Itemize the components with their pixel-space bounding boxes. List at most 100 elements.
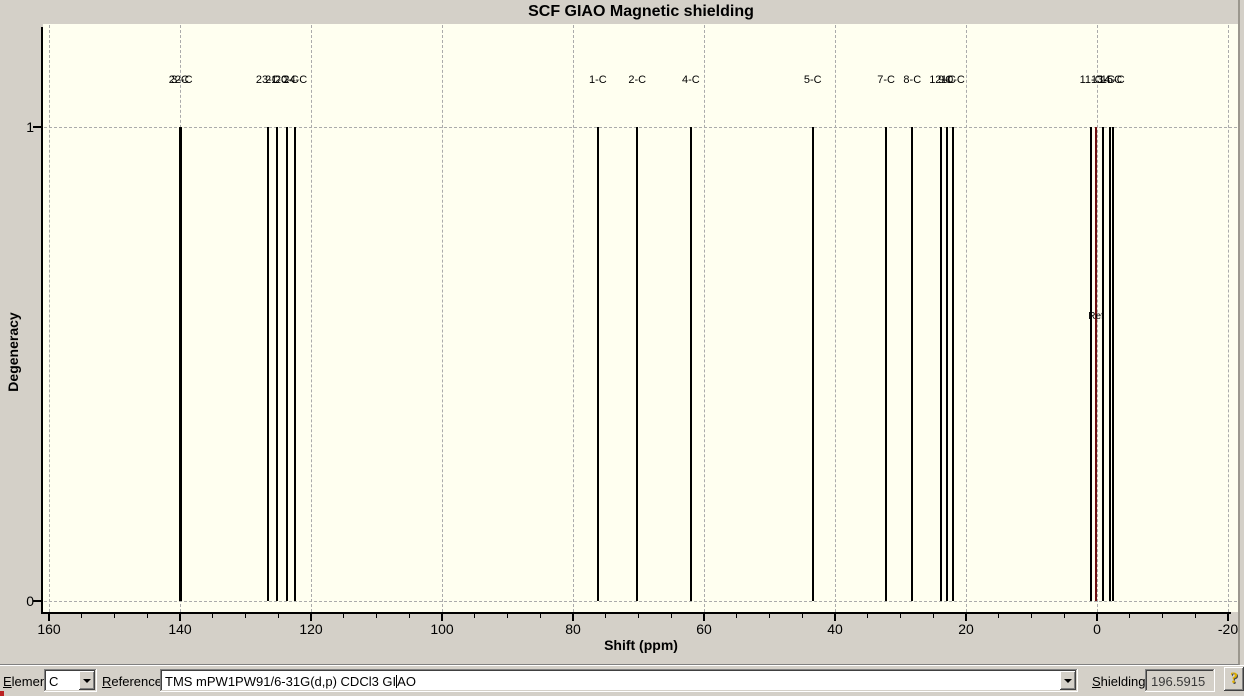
x-minor-tick bbox=[1129, 614, 1131, 618]
x-minor-tick bbox=[1031, 614, 1032, 618]
x-major-tick bbox=[310, 614, 312, 621]
peak-label: 14-C bbox=[1098, 74, 1123, 86]
peak-line bbox=[596, 127, 599, 601]
peak-line bbox=[294, 127, 297, 601]
reference-text-before-caret: TMS mPW1PW91/6-31G(d,p) CDCl3 GI bbox=[165, 674, 397, 689]
x-minor-tick bbox=[638, 614, 639, 618]
peak-line bbox=[951, 127, 954, 601]
element-dropdown-arrow-button[interactable] bbox=[79, 671, 95, 690]
peak-line bbox=[946, 127, 948, 601]
chevron-down-icon bbox=[1064, 679, 1072, 683]
x-minor-tick bbox=[245, 614, 246, 618]
x-minor-tick bbox=[212, 614, 214, 618]
shielding-label-rest: hielding: bbox=[1100, 674, 1150, 689]
x-tick-label: -20 bbox=[1217, 621, 1239, 637]
reference-dropdown-arrow-button[interactable] bbox=[1060, 671, 1076, 690]
element-dropdown-value: C bbox=[49, 674, 59, 689]
x-minor-tick bbox=[670, 614, 672, 618]
y-tick-label: 0 bbox=[26, 593, 34, 609]
shielding-label-accel: S bbox=[1092, 674, 1101, 689]
x-gridline bbox=[48, 25, 50, 612]
peak-label: 20-C bbox=[274, 74, 299, 86]
x-axis-title: Shift (ppm) bbox=[604, 637, 678, 653]
peak-line bbox=[885, 127, 888, 601]
x-minor-tick bbox=[801, 614, 803, 618]
peak-label: 21-C bbox=[265, 74, 289, 86]
x-tick-label: 40 bbox=[827, 621, 843, 637]
x-axis-line bbox=[41, 612, 1231, 614]
x-gridline bbox=[1227, 25, 1229, 612]
x-gridline bbox=[572, 25, 574, 612]
peak-label: 24-C bbox=[283, 74, 308, 86]
reference-label: Reference: bbox=[102, 674, 166, 689]
x-minor-tick bbox=[114, 614, 115, 618]
x-minor-tick bbox=[1194, 614, 1196, 618]
element-dropdown[interactable]: C bbox=[44, 669, 97, 692]
x-minor-tick bbox=[900, 614, 901, 618]
x-gridline bbox=[310, 25, 312, 612]
peak-line bbox=[1109, 127, 1112, 601]
peak-label: 12-C bbox=[929, 74, 954, 86]
help-question-icon: ? bbox=[1230, 670, 1238, 687]
peak-line bbox=[275, 127, 278, 601]
x-minor-tick bbox=[507, 614, 508, 618]
bottom-toolbar: Element: C Reference: TMS mPW1PW91/6-31G… bbox=[0, 665, 1244, 696]
x-gridline bbox=[965, 25, 967, 612]
peak-label: 15-C bbox=[1100, 74, 1125, 86]
peak-label: 9-C bbox=[938, 74, 956, 86]
x-minor-tick bbox=[605, 614, 607, 618]
shielding-label: Shielding: bbox=[1092, 674, 1149, 689]
reference-input-text[interactable]: TMS mPW1PW91/6-31G(d,p) CDCl3 GIAO bbox=[165, 674, 416, 689]
x-major-tick bbox=[703, 614, 705, 621]
x-minor-tick bbox=[277, 614, 279, 618]
screen-artifact bbox=[0, 691, 4, 696]
reference-label: Ref bbox=[1088, 311, 1104, 322]
y-axis-line bbox=[41, 27, 43, 614]
element-label-rest: lement: bbox=[11, 674, 55, 689]
reference-label-rest: eference: bbox=[111, 674, 166, 689]
x-tick-label: 0 bbox=[1093, 621, 1101, 637]
y-axis-title: Degeneracy bbox=[5, 312, 21, 392]
peak-line bbox=[266, 127, 269, 601]
peak-line bbox=[940, 127, 943, 601]
help-button[interactable]: ? bbox=[1224, 667, 1244, 691]
x-tick-label: 120 bbox=[299, 621, 323, 637]
x-minor-tick bbox=[998, 614, 1000, 618]
peak-line bbox=[811, 127, 814, 601]
x-minor-tick bbox=[376, 614, 377, 618]
x-minor-tick bbox=[474, 614, 476, 618]
peak-line bbox=[179, 127, 182, 601]
chart-title: SCF GIAO Magnetic shielding bbox=[528, 3, 754, 20]
shielding-value-field: 196.5915 bbox=[1145, 669, 1215, 692]
x-minor-tick bbox=[932, 614, 934, 618]
peak-line bbox=[911, 127, 914, 601]
x-gridline bbox=[703, 25, 705, 612]
peak-label: 4-C bbox=[682, 74, 700, 86]
x-minor-tick bbox=[769, 614, 770, 618]
x-minor-tick bbox=[736, 614, 738, 618]
peak-label: 1-C bbox=[589, 74, 607, 86]
peak-label: 13-C bbox=[1090, 74, 1115, 86]
x-minor-tick bbox=[408, 614, 410, 618]
peak-line bbox=[285, 127, 288, 601]
x-major-tick bbox=[48, 614, 50, 621]
peak-line bbox=[636, 127, 639, 601]
peak-label: 11-C bbox=[1079, 74, 1103, 86]
x-minor-tick bbox=[1063, 614, 1065, 618]
y-tick-label: 1 bbox=[26, 119, 34, 135]
y-tick bbox=[33, 126, 41, 128]
x-minor-tick bbox=[867, 614, 869, 618]
x-major-tick bbox=[1227, 614, 1229, 621]
x-tick-label: 80 bbox=[565, 621, 581, 637]
peak-label: 5-C bbox=[803, 74, 822, 86]
peak-label: 10-C bbox=[940, 74, 965, 86]
y-gridline bbox=[44, 126, 1237, 128]
x-tick-label: 20 bbox=[958, 621, 974, 637]
x-minor-tick bbox=[343, 614, 345, 618]
x-major-tick bbox=[179, 614, 181, 621]
x-major-tick bbox=[441, 614, 443, 621]
peak-label: 22-C bbox=[168, 74, 193, 86]
x-major-tick bbox=[1096, 614, 1098, 621]
peak-label: 2-C bbox=[628, 74, 647, 86]
reference-combobox[interactable]: TMS mPW1PW91/6-31G(d,p) CDCl3 GIAO bbox=[160, 669, 1078, 692]
